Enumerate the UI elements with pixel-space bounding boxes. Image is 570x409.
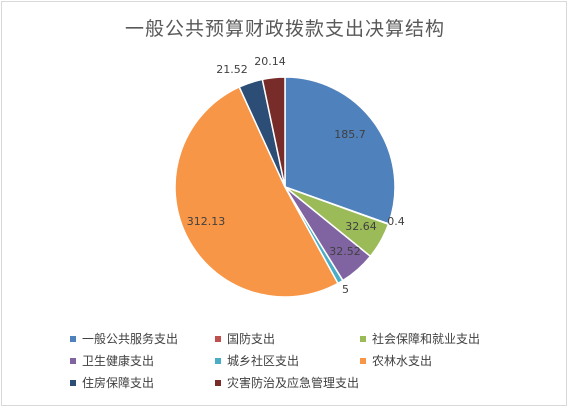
- chart-title: 一般公共预算财政拨款支出决算结构: [124, 18, 445, 40]
- data-label-7: 21.52: [216, 63, 248, 76]
- data-label-8: 20.14: [254, 55, 286, 68]
- legend-swatch: [215, 335, 221, 342]
- legend-item-1: 一般公共服务支出: [70, 330, 178, 347]
- data-label-5: 5: [342, 283, 349, 296]
- pie-chart: 185.7 0.4 32.64 32.52 5 312.13 21.52 20.14: [174, 55, 405, 298]
- legend-item-3: 社会保障和就业支出: [360, 330, 480, 347]
- legend-label: 卫生健康支出: [82, 354, 155, 368]
- legend-item-2: 国防支出: [215, 330, 275, 347]
- legend-item-5: 城乡社区支出: [215, 352, 299, 369]
- legend-swatch: [70, 335, 76, 342]
- legend-swatch: [70, 379, 76, 386]
- legend-swatch: [360, 357, 366, 364]
- legend-swatch: [215, 379, 221, 386]
- data-label-2: 0.4: [387, 215, 405, 228]
- legend-label: 社会保障和就业支出: [372, 332, 481, 346]
- legend-swatch: [70, 357, 76, 364]
- legend-item-8: 灾害防治及应急管理支出: [215, 374, 359, 391]
- data-label-4: 32.52: [329, 245, 361, 258]
- legend-label: 国防支出: [227, 332, 276, 346]
- legend-label: 住房保障支出: [82, 376, 155, 390]
- legend-label: 城乡社区支出: [227, 354, 300, 368]
- pie-slice-6: [174, 85, 339, 298]
- data-label-3: 32.64: [345, 220, 377, 233]
- legend-label: 一般公共服务支出: [82, 332, 179, 346]
- pie-slice-8: [261, 76, 286, 188]
- legend-item-6: 农林水支出: [360, 352, 432, 369]
- data-label-6: 312.13: [187, 215, 226, 228]
- data-label-1: 185.7: [334, 128, 366, 141]
- legend-label: 农林水支出: [372, 354, 433, 368]
- legend-swatch: [360, 335, 366, 342]
- legend-label: 灾害防治及应急管理支出: [227, 376, 360, 390]
- legend-swatch: [215, 357, 221, 364]
- legend-item-7: 住房保障支出: [70, 374, 154, 391]
- legend-item-4: 卫生健康支出: [70, 352, 154, 369]
- pie-slice-1: [284, 76, 396, 225]
